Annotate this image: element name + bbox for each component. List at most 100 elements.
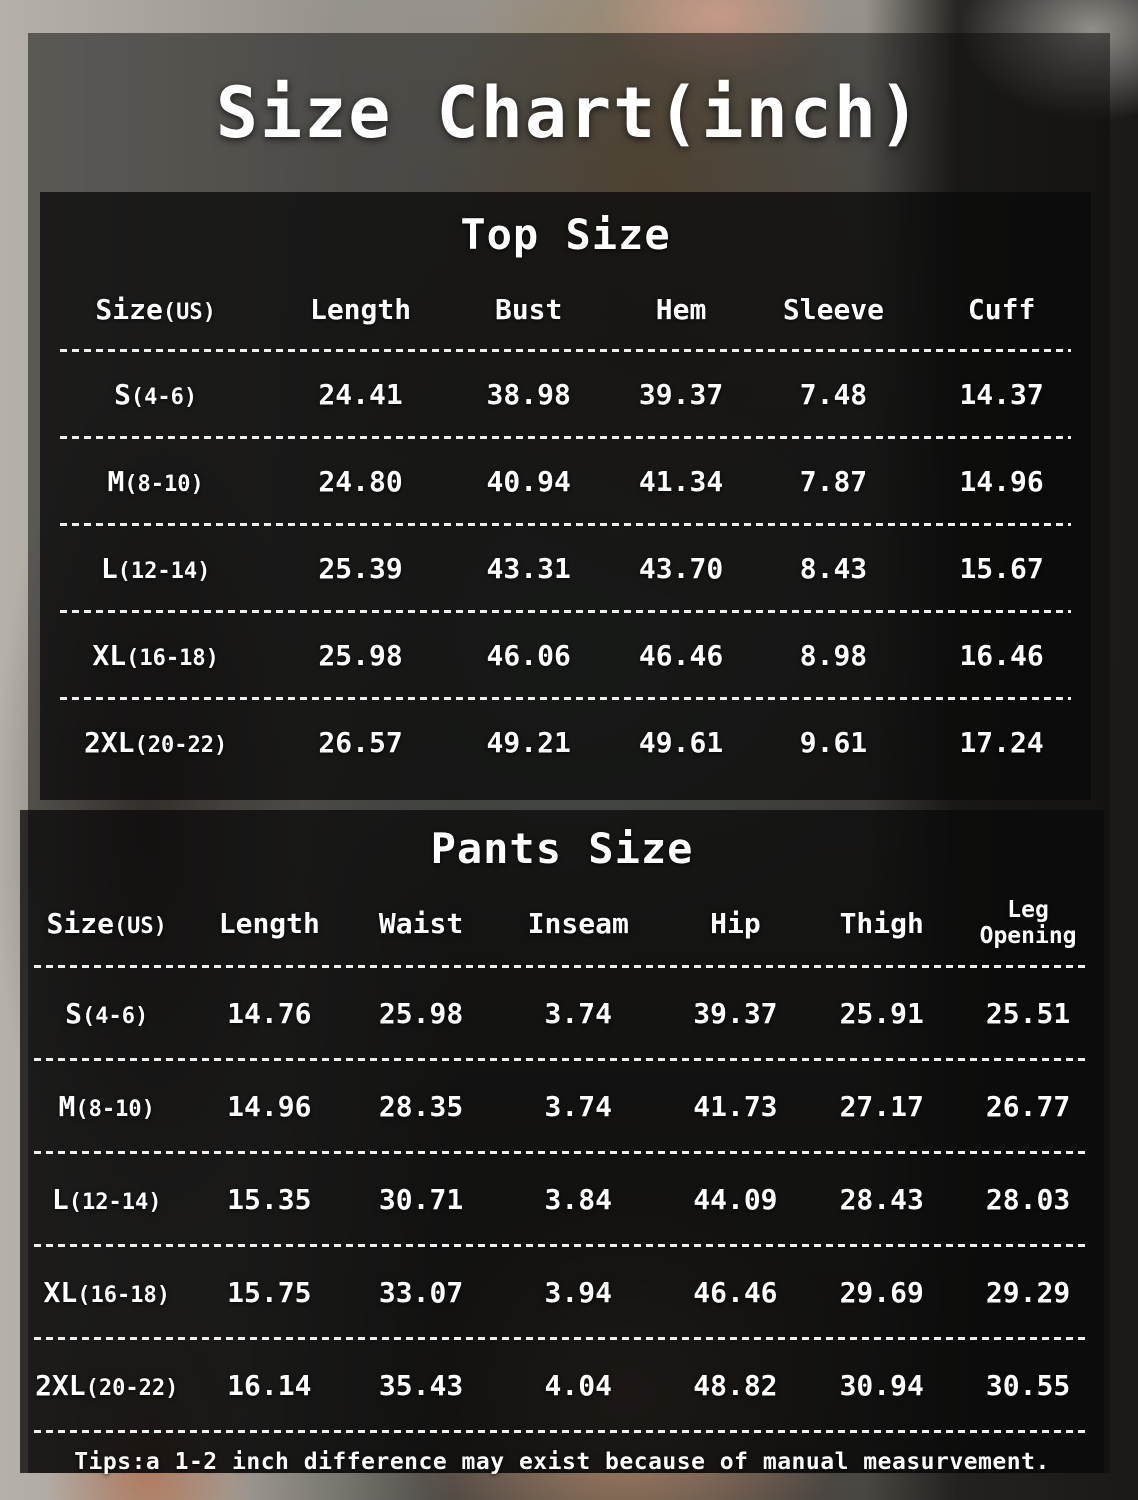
measurement-value: 14.96	[227, 1089, 312, 1123]
size-label: XL(16-18)	[43, 1275, 170, 1309]
size-label: M(8-10)	[107, 464, 204, 498]
measurement-value: 40.94	[486, 464, 571, 498]
size-label: 2XL(20-22)	[35, 1368, 179, 1402]
table-row: 2XL(20-22) 16.14 35.43 4.04 48.82 30.94 30.55	[20, 1340, 1104, 1430]
column-header: Leg Opening	[979, 896, 1077, 949]
measurement-value: 16.14	[227, 1368, 312, 1402]
size-label: S(4-6)	[114, 377, 198, 411]
table-header-row: Size(US) Length Bust Hem Sleeve Cuff	[40, 269, 1091, 349]
dashed-divider	[60, 610, 1071, 613]
measurement-value: 43.31	[486, 551, 571, 585]
measurement-value: 25.98	[378, 996, 464, 1030]
pants-size-heading: Pants Size	[430, 824, 694, 873]
measurement-value: 15.75	[227, 1275, 312, 1309]
measurement-value: 39.37	[693, 996, 778, 1030]
measurement-value: 43.70	[638, 551, 724, 585]
size-label: S(4-6)	[65, 996, 149, 1030]
measurement-value: 35.43	[378, 1368, 464, 1402]
measurement-value: 33.07	[378, 1275, 464, 1309]
measurement-value: 4.04	[544, 1368, 612, 1402]
measurement-value: 38.98	[486, 377, 571, 411]
top-size-heading: Top Size	[460, 210, 671, 259]
column-header: Thigh	[839, 906, 924, 940]
size-label: L(12-14)	[100, 551, 211, 585]
dashed-divider	[34, 1151, 1090, 1154]
measurement-value: 46.46	[693, 1275, 778, 1309]
size-label: 2XL(20-22)	[83, 725, 228, 759]
measurement-value: 25.39	[318, 551, 403, 585]
measurement-value: 39.37	[638, 377, 724, 411]
pants-size-table: Size(US) Length Waist Inseam Hip Thigh Leg Ope…	[20, 881, 1104, 1433]
dashed-divider	[60, 349, 1071, 352]
measurement-value: 44.09	[693, 1182, 778, 1216]
column-header: Bust	[494, 292, 563, 326]
measurement-value: 28.35	[378, 1089, 464, 1123]
table-row: XL(16-18) 25.98 46.06 46.46 8.98 16.46	[40, 613, 1091, 697]
measurement-value: 3.74	[544, 1089, 612, 1123]
measurement-value: 29.69	[839, 1275, 924, 1309]
measurement-value: 28.03	[985, 1182, 1071, 1216]
measurement-value: 27.17	[839, 1089, 924, 1123]
dashed-divider	[60, 697, 1071, 700]
measurement-value: 41.34	[638, 464, 724, 498]
measurement-value: 15.67	[959, 551, 1044, 585]
size-label: XL(16-18)	[92, 638, 219, 672]
measurement-value: 7.48	[799, 377, 868, 411]
measurement-value: 46.46	[638, 638, 724, 672]
measurement-value: 49.61	[638, 725, 724, 759]
measurement-value: 15.35	[227, 1182, 312, 1216]
measurement-value: 41.73	[693, 1089, 778, 1123]
measurement-value: 46.06	[486, 638, 571, 672]
measurement-value: 14.96	[959, 464, 1044, 498]
column-header: Cuff	[967, 292, 1036, 326]
measurement-value: 9.61	[799, 725, 868, 759]
measurement-value: 3.74	[544, 996, 612, 1030]
dashed-divider	[34, 965, 1090, 968]
measurement-value: 30.55	[985, 1368, 1071, 1402]
measurement-value: 3.94	[544, 1275, 612, 1309]
measurement-value: 16.46	[959, 638, 1044, 672]
dashed-divider	[60, 523, 1071, 526]
measurement-value: 24.80	[318, 464, 403, 498]
measurement-value: 8.98	[799, 638, 868, 672]
column-header: Sleeve	[782, 292, 885, 326]
column-header: Size(US)	[95, 292, 216, 326]
pants-size-panel: Pants Size Size(US) Length Waist Inseam Hip T…	[20, 810, 1104, 1475]
table-row: M(8-10) 24.80 40.94 41.34 7.87 14.96	[40, 439, 1091, 523]
measurement-value: 30.94	[839, 1368, 924, 1402]
table-row: L(12-14) 25.39 43.31 43.70 8.43 15.67	[40, 526, 1091, 610]
measurement-value: 8.43	[799, 551, 868, 585]
measurement-value: 48.82	[693, 1368, 778, 1402]
table-row: 2XL(20-22) 26.57 49.21 49.61 9.61 17.24	[40, 700, 1091, 784]
column-header: Size(US)	[46, 906, 167, 940]
measurement-value: 28.43	[839, 1182, 924, 1216]
measurement-value: 30.71	[378, 1182, 464, 1216]
table-row: S(4-6) 14.76 25.98 3.74 39.37 25.91 25.51	[20, 968, 1104, 1058]
measurement-value: 7.87	[799, 464, 868, 498]
size-label: M(8-10)	[58, 1089, 155, 1123]
column-header: Inseam	[527, 906, 629, 940]
page-title: Size Chart(inch)	[215, 72, 923, 154]
table-header-row: Size(US) Length Waist Inseam Hip Thigh Leg Ope…	[20, 881, 1104, 965]
measurement-value: 14.37	[959, 377, 1044, 411]
column-header: Hem	[655, 292, 707, 326]
dashed-divider	[34, 1430, 1090, 1433]
measurement-value: 49.21	[486, 725, 571, 759]
column-header: Waist	[378, 906, 464, 940]
measurement-value: 25.98	[318, 638, 403, 672]
measurement-value: 26.57	[318, 725, 403, 759]
table-row: M(8-10) 14.96 28.35 3.74 41.73 27.17 26.77	[20, 1061, 1104, 1151]
table-row: L(12-14) 15.35 30.71 3.84 44.09 28.43 28.03	[20, 1154, 1104, 1244]
measurement-value: 3.84	[544, 1182, 612, 1216]
table-row: XL(16-18) 15.75 33.07 3.94 46.46 29.69 29.29	[20, 1247, 1104, 1337]
measurement-value: 14.76	[227, 996, 312, 1030]
dashed-divider	[34, 1337, 1090, 1340]
size-label: L(12-14)	[51, 1182, 162, 1216]
measurement-value: 17.24	[959, 725, 1044, 759]
dashed-divider	[34, 1244, 1090, 1247]
top-size-panel: Top Size Size(US) Length Bust Hem Sleeve Cuff…	[40, 192, 1091, 800]
column-header: Hip	[710, 906, 761, 940]
tips-note: Tips:a 1-2 inch difference may exist bec…	[74, 1449, 1050, 1475]
measurement-value: 26.77	[985, 1089, 1071, 1123]
